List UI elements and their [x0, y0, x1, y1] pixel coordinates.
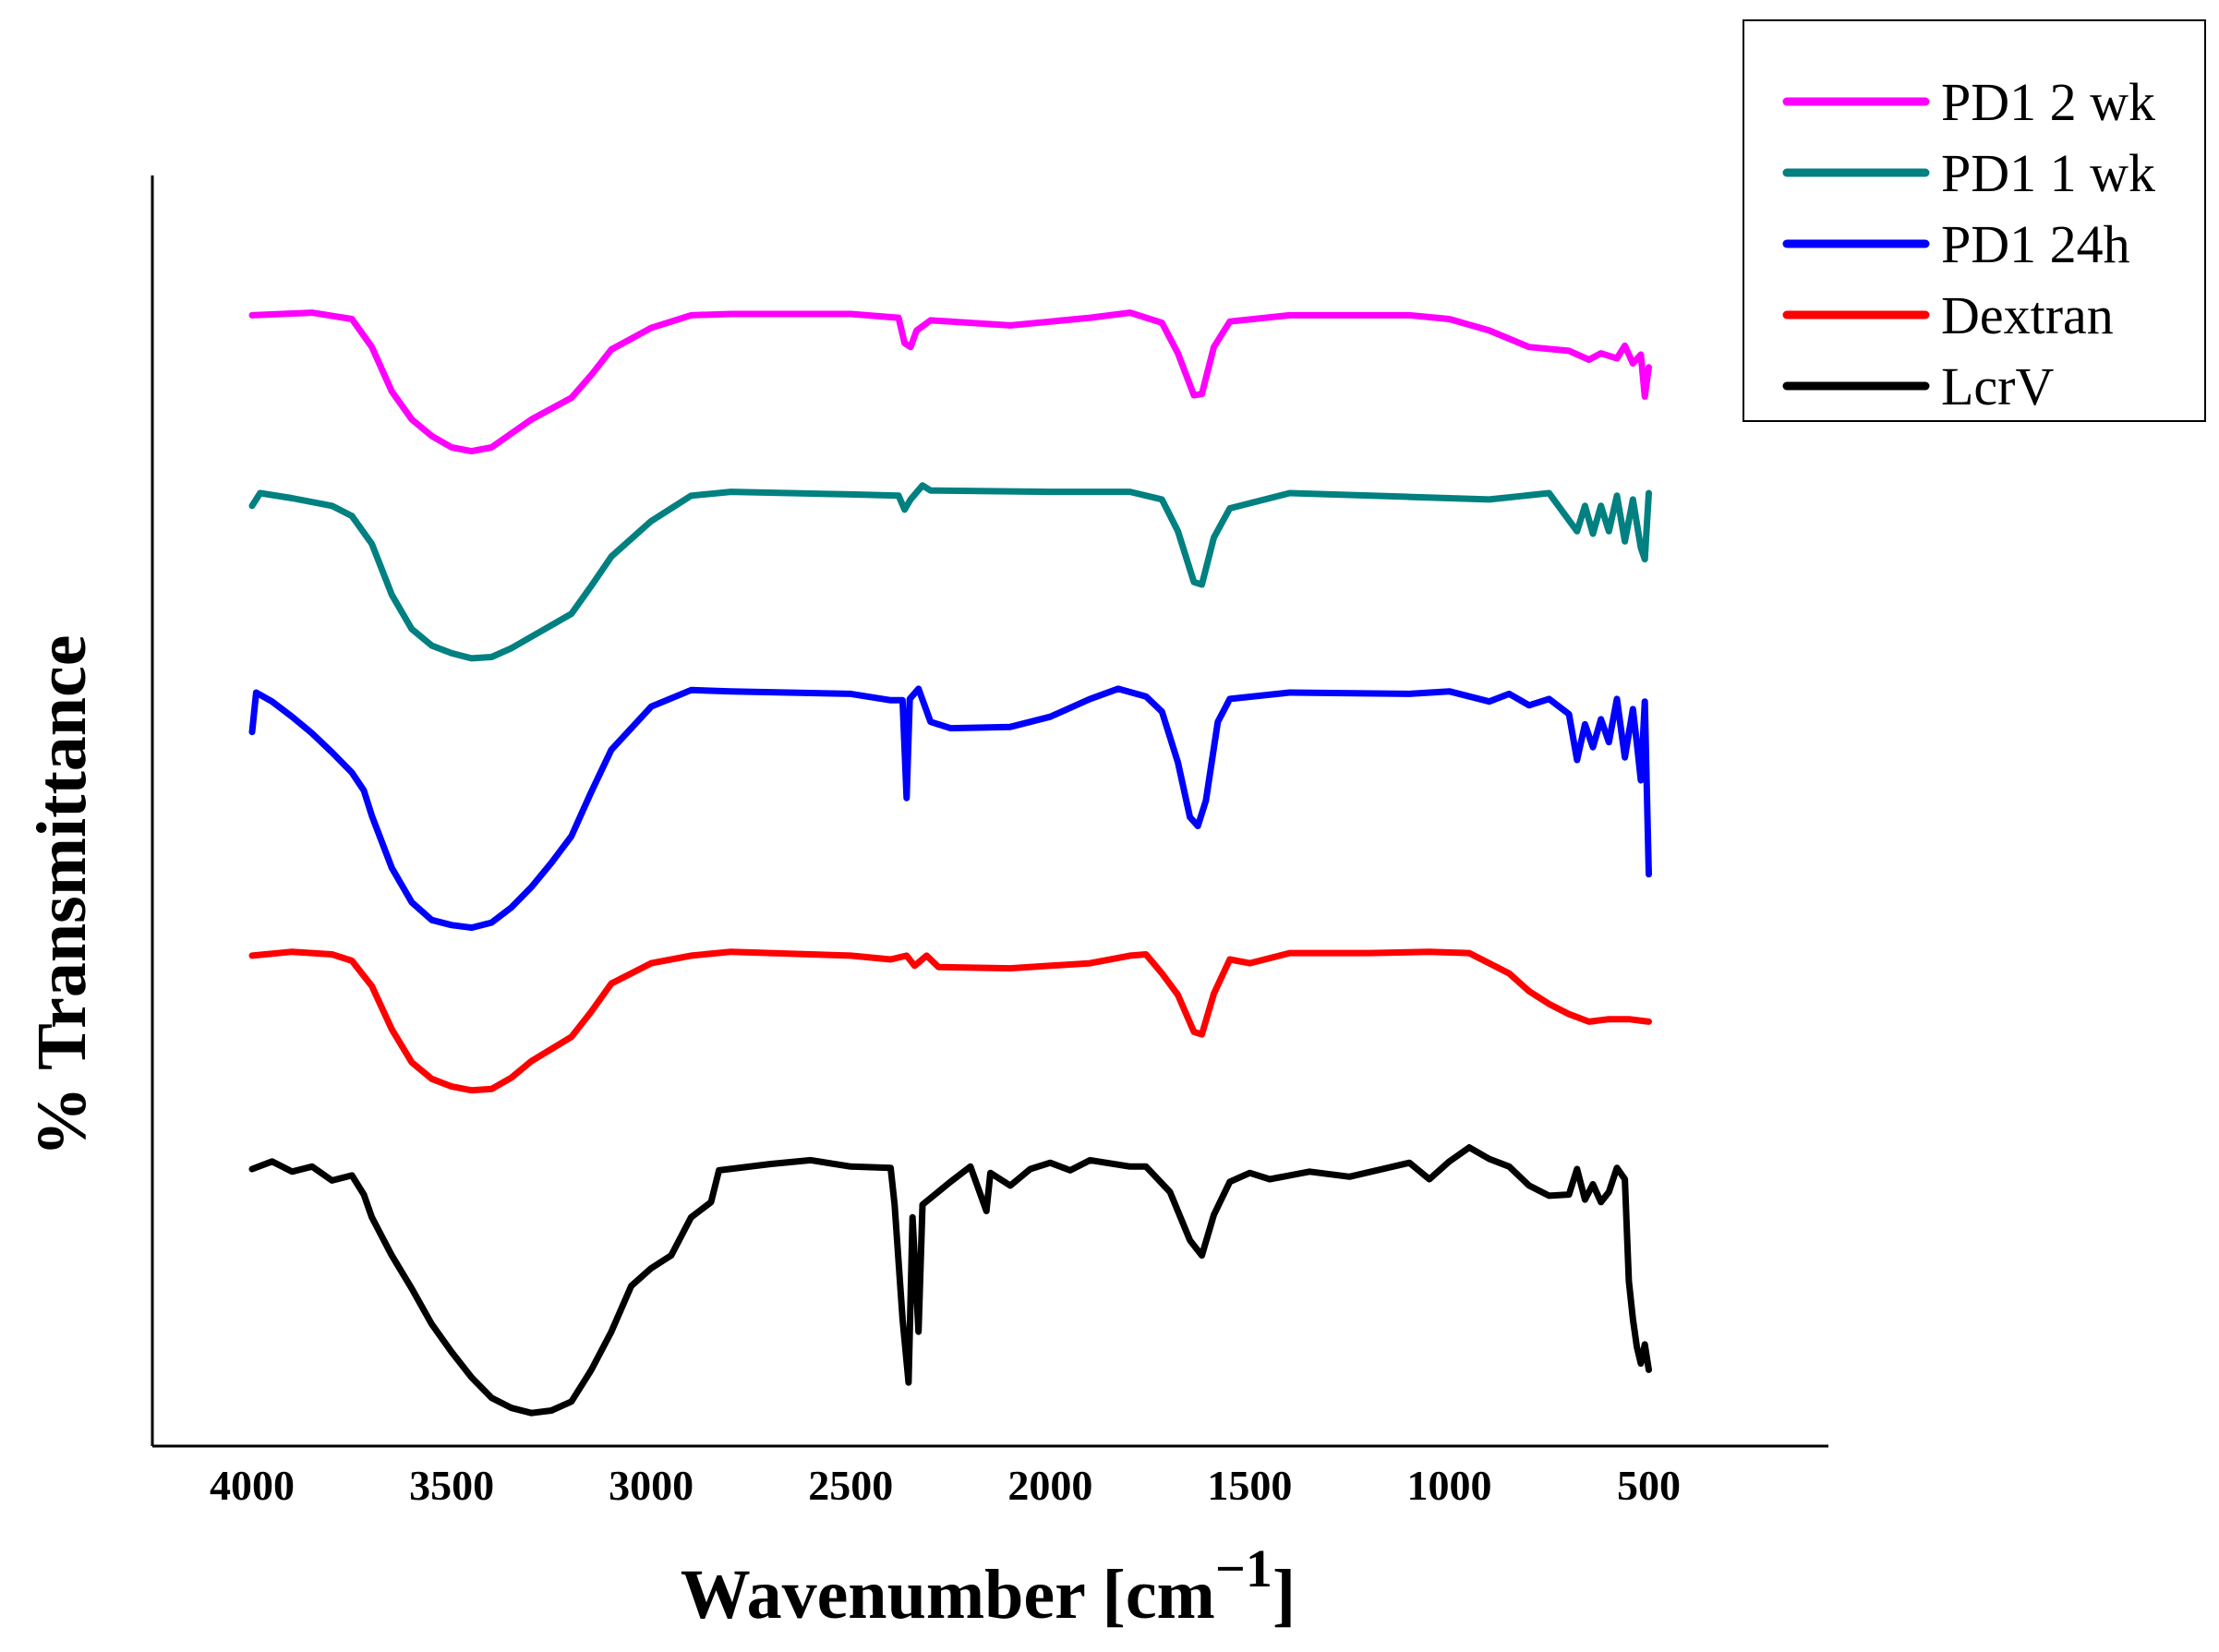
x-tick-labels: 4000 3500 3000 2500 2000 1500 1000 500: [210, 1462, 1681, 1509]
x-tick-label-2500: 2500: [808, 1462, 893, 1509]
legend-label-lcrv: LcrV: [1941, 356, 2054, 416]
legend: PD1 2 wk PD1 1 wk PD1 24h Dextran LcrV: [1743, 19, 2206, 422]
x-axis-title-close: ]: [1272, 1556, 1296, 1634]
x-tick-label-1500: 1500: [1207, 1462, 1292, 1509]
x-axis-title-main: Wavenumber [cm: [681, 1556, 1215, 1634]
legend-label-pd1-2-wk: PD1 2 wk: [1941, 72, 2155, 132]
legend-label-pd1-1-wk: PD1 1 wk: [1941, 143, 2155, 203]
series-line-pd1-1-wk: [248, 482, 1652, 662]
x-tick-label-3000: 3000: [609, 1462, 693, 1509]
y-axis-title: % Transmittance: [23, 634, 101, 1156]
x-tick-label-4000: 4000: [210, 1462, 295, 1509]
legend-label-pd1-24h: PD1 24h: [1941, 214, 2130, 274]
legend-items: PD1 2 wk PD1 1 wk PD1 24h Dextran LcrV: [1782, 72, 2155, 416]
series-line-dextran: [248, 948, 1652, 1094]
legend-label-dextran: Dextran: [1941, 285, 2114, 345]
series-line-pd1-2-wk: [248, 309, 1652, 455]
axes: 4000 3500 3000 2500 2000 1500 1000 500: [151, 175, 1828, 1509]
x-axis-title-exponent: −1: [1215, 1538, 1272, 1598]
series-lines: [248, 309, 1652, 1417]
x-axis-title: Wavenumber [cm−1]: [681, 1538, 1296, 1634]
x-tick-label-2000: 2000: [1007, 1462, 1092, 1509]
x-tick-label-500: 500: [1617, 1462, 1681, 1509]
series-line-pd1-24h: [248, 685, 1652, 932]
x-tick-label-1000: 1000: [1406, 1462, 1491, 1509]
legend-box: [1743, 19, 2206, 422]
x-tick-label-3500: 3500: [409, 1462, 494, 1509]
series-line-lcrv: [248, 1144, 1652, 1417]
